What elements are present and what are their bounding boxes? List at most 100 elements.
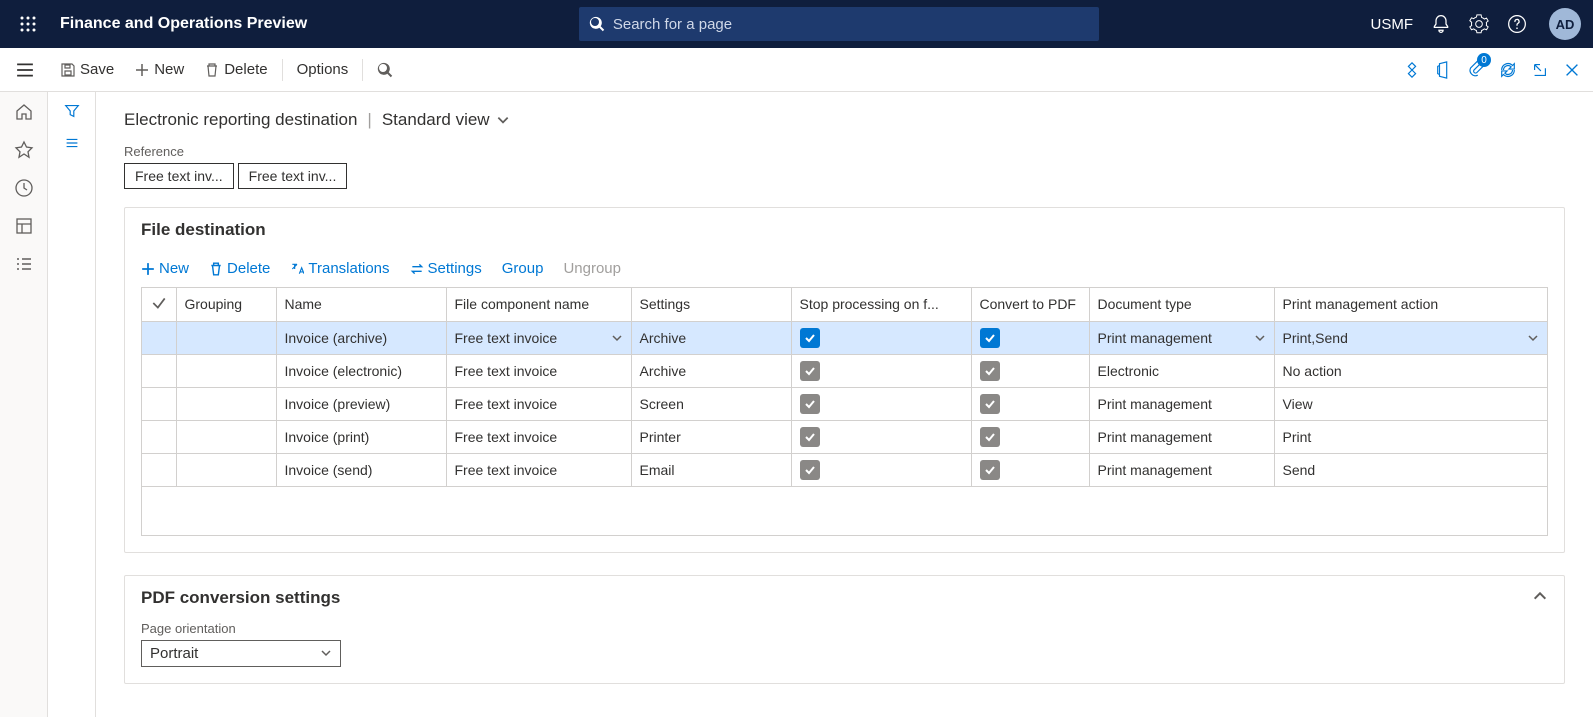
row-selector[interactable]	[142, 321, 176, 354]
refresh-icon[interactable]	[1499, 61, 1517, 79]
name-cell[interactable]: Invoice (send)	[276, 453, 446, 486]
new-button[interactable]: New	[124, 55, 194, 84]
search-box[interactable]	[579, 7, 1099, 41]
grid-group-button[interactable]: Group	[502, 260, 544, 277]
convert-cell[interactable]	[971, 354, 1089, 387]
col-file-component[interactable]: File component name	[446, 288, 631, 321]
options-button[interactable]: Options	[287, 55, 359, 84]
search-input[interactable]	[613, 16, 1089, 33]
help-icon[interactable]	[1507, 14, 1527, 34]
delete-button[interactable]: Delete	[194, 55, 277, 84]
name-cell[interactable]: Invoice (archive)	[276, 321, 446, 354]
stop-cell[interactable]	[791, 354, 971, 387]
convert-checkbox[interactable]	[980, 460, 1000, 480]
pma-cell[interactable]: Print,Send	[1283, 330, 1540, 346]
file-component-cell[interactable]: Free text invoice	[455, 429, 558, 445]
file-component-cell[interactable]: Free text invoice	[455, 396, 558, 412]
convert-cell[interactable]	[971, 321, 1089, 354]
convert-cell[interactable]	[971, 453, 1089, 486]
pma-cell[interactable]: Send	[1283, 462, 1316, 478]
doc-type-cell[interactable]: Electronic	[1098, 363, 1159, 379]
convert-cell[interactable]	[971, 420, 1089, 453]
stop-checkbox[interactable]	[800, 361, 820, 381]
grouping-cell[interactable]	[176, 420, 276, 453]
pma-cell[interactable]: No action	[1283, 363, 1342, 379]
file-component-cell[interactable]: Free text invoice	[455, 462, 558, 478]
row-selector[interactable]	[142, 420, 176, 453]
close-icon[interactable]	[1563, 61, 1581, 79]
grouping-cell[interactable]	[176, 387, 276, 420]
select-all-header[interactable]	[142, 288, 176, 321]
col-settings[interactable]: Settings	[631, 288, 791, 321]
grouping-cell[interactable]	[176, 354, 276, 387]
orientation-select[interactable]: Portrait	[141, 640, 341, 667]
name-cell[interactable]: Invoice (print)	[276, 420, 446, 453]
reference-pill[interactable]: Free text inv...	[124, 163, 234, 189]
doc-type-cell[interactable]: Print management	[1098, 429, 1212, 445]
popout-icon[interactable]	[1531, 61, 1549, 79]
app-launcher-icon[interactable]	[12, 8, 44, 40]
row-selector[interactable]	[142, 453, 176, 486]
pdf-header[interactable]: PDF conversion settings	[125, 576, 1564, 621]
stop-cell[interactable]	[791, 420, 971, 453]
grid-new-button[interactable]: New	[141, 260, 189, 277]
name-cell[interactable]: Invoice (electronic)	[276, 354, 446, 387]
col-doc-type[interactable]: Document type	[1089, 288, 1274, 321]
row-selector[interactable]	[142, 354, 176, 387]
pma-cell[interactable]: Print	[1283, 429, 1312, 445]
convert-cell[interactable]	[971, 387, 1089, 420]
col-stop[interactable]: Stop processing on f...	[791, 288, 971, 321]
company-code[interactable]: USMF	[1371, 16, 1414, 33]
row-selector[interactable]	[142, 387, 176, 420]
view-selector[interactable]: Standard view	[382, 110, 510, 130]
bell-icon[interactable]	[1431, 14, 1451, 34]
settings-cell[interactable]: Printer	[631, 420, 791, 453]
convert-checkbox[interactable]	[980, 361, 1000, 381]
convert-checkbox[interactable]	[980, 328, 1000, 348]
modules-icon[interactable]	[14, 254, 34, 274]
settings-cell[interactable]: Email	[631, 453, 791, 486]
stop-cell[interactable]	[791, 387, 971, 420]
file-component-cell[interactable]: Free text invoice	[455, 330, 623, 346]
grouping-cell[interactable]	[176, 453, 276, 486]
diamond-icon[interactable]	[1403, 61, 1421, 79]
stop-checkbox[interactable]	[800, 394, 820, 414]
doc-type-cell[interactable]: Print management	[1098, 396, 1212, 412]
stop-cell[interactable]	[791, 321, 971, 354]
find-button[interactable]	[367, 56, 403, 84]
workspace-icon[interactable]	[14, 216, 34, 236]
doc-type-cell[interactable]: Print management	[1098, 462, 1212, 478]
stop-checkbox[interactable]	[800, 427, 820, 447]
avatar[interactable]: AD	[1549, 8, 1581, 40]
settings-cell[interactable]: Archive	[631, 321, 791, 354]
table-row[interactable]: Invoice (send) Free text invoice Email Prin…	[142, 453, 1548, 486]
settings-cell[interactable]: Archive	[631, 354, 791, 387]
table-row[interactable]: Invoice (electronic)Free text invoiceArc…	[142, 354, 1548, 387]
table-row[interactable]: Invoice (preview) Free text invoice Screen…	[142, 387, 1548, 420]
reference-pill[interactable]: Free text inv...	[238, 163, 348, 189]
stop-checkbox[interactable]	[800, 328, 820, 348]
pma-cell[interactable]: View	[1283, 396, 1313, 412]
office-icon[interactable]	[1435, 61, 1453, 79]
grouping-cell[interactable]	[176, 321, 276, 354]
stop-checkbox[interactable]	[800, 460, 820, 480]
doc-type-cell[interactable]: Print management	[1098, 330, 1266, 346]
filter-icon[interactable]	[63, 102, 81, 120]
col-name[interactable]: Name	[276, 288, 446, 321]
recent-icon[interactable]	[14, 178, 34, 198]
attach-button[interactable]: 0	[1467, 59, 1485, 80]
related-icon[interactable]	[63, 134, 81, 152]
hamburger-icon[interactable]	[12, 57, 38, 83]
grid-settings-button[interactable]: Settings	[410, 260, 482, 277]
col-convert[interactable]: Convert to PDF	[971, 288, 1089, 321]
convert-checkbox[interactable]	[980, 394, 1000, 414]
stop-cell[interactable]	[791, 453, 971, 486]
name-cell[interactable]: Invoice (preview)	[276, 387, 446, 420]
grid-delete-button[interactable]: Delete	[209, 260, 270, 277]
table-row[interactable]: Invoice (archive) Free text invoice Archiv…	[142, 321, 1548, 354]
table-row[interactable]: Invoice (print) Free text invoice Printer P…	[142, 420, 1548, 453]
save-button[interactable]: Save	[50, 55, 124, 84]
gear-icon[interactable]	[1469, 14, 1489, 34]
settings-cell[interactable]: Screen	[631, 387, 791, 420]
col-grouping[interactable]: Grouping	[176, 288, 276, 321]
